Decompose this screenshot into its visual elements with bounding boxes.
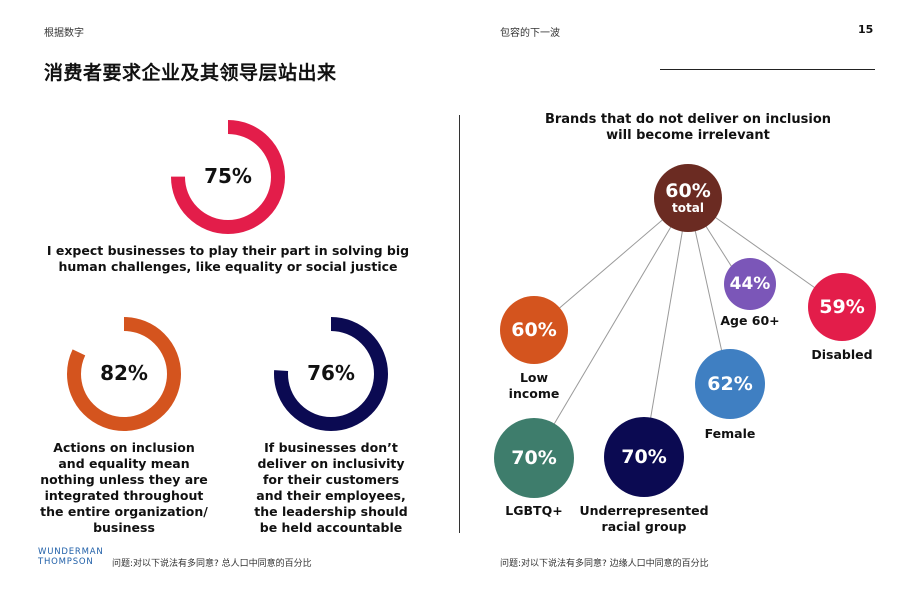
bubble-total-sub: total: [672, 201, 704, 215]
bubble-label: Underrepresented racial group: [579, 503, 709, 534]
donut-arc: [274, 317, 388, 431]
bubble-female: 62%: [695, 349, 765, 419]
bubble-label: Female: [704, 426, 756, 441]
bubble-label: LGBTQ+: [505, 503, 563, 518]
donut-chart-76: [274, 317, 388, 431]
donut-value: 75%: [204, 164, 252, 188]
donut-value: 82%: [100, 361, 148, 385]
bubble-disabled: 59%: [808, 273, 876, 341]
footnote-left: 问题:对以下说法有多同意? 总人口中同意的百分比: [112, 559, 312, 569]
header-section-label: 根据数字: [44, 28, 84, 39]
bubble-label: Disabled: [811, 347, 873, 362]
bubble-label: Age 60+: [720, 313, 780, 328]
donut-value: 76%: [307, 361, 355, 385]
donut-chart-75: [171, 120, 285, 234]
bubble-label: Low income: [508, 370, 560, 401]
donut-chart-82: [67, 317, 181, 431]
page-title: 消费者要求企业及其领导层站出来: [44, 62, 337, 84]
donut-caption: If businesses don’t deliver on inclusivi…: [254, 440, 408, 535]
title-rule: [660, 69, 875, 70]
logo-line-1: WUNDERMAN: [38, 547, 104, 557]
bubble-total: 60% total: [654, 164, 722, 232]
bubble-value: 59%: [819, 296, 865, 318]
bubble-low-income: 60%: [500, 296, 568, 364]
brand-logo: WUNDERMAN THOMPSON: [38, 547, 104, 567]
bubble-racial-group: 70%: [604, 417, 684, 497]
bubble-lgbtq: 70%: [494, 418, 574, 498]
bubble-value: 44%: [729, 274, 771, 294]
header-report-title: 包容的下一波: [500, 28, 560, 39]
donut-caption: I expect businesses to play their part i…: [46, 243, 410, 274]
bubble-heading: Brands that do not deliver on inclusion …: [544, 112, 832, 143]
bubble-total-value: 60%: [665, 180, 711, 202]
panel-divider: [459, 115, 460, 533]
donut-caption: Actions on inclusion and equality mean n…: [40, 440, 208, 535]
bubble-value: 60%: [511, 319, 557, 341]
bubble-value: 70%: [621, 446, 667, 468]
bubble-age-60: 44%: [724, 258, 776, 310]
bubble-value: 62%: [707, 373, 753, 395]
logo-line-2: THOMPSON: [38, 557, 94, 567]
donut-arc: [67, 317, 181, 431]
donut-arc: [171, 120, 285, 234]
bubble-value: 70%: [511, 447, 557, 469]
page-number: 15: [858, 23, 874, 36]
footnote-right: 问题:对以下说法有多同意? 边缘人口中同意的百分比: [500, 559, 709, 569]
